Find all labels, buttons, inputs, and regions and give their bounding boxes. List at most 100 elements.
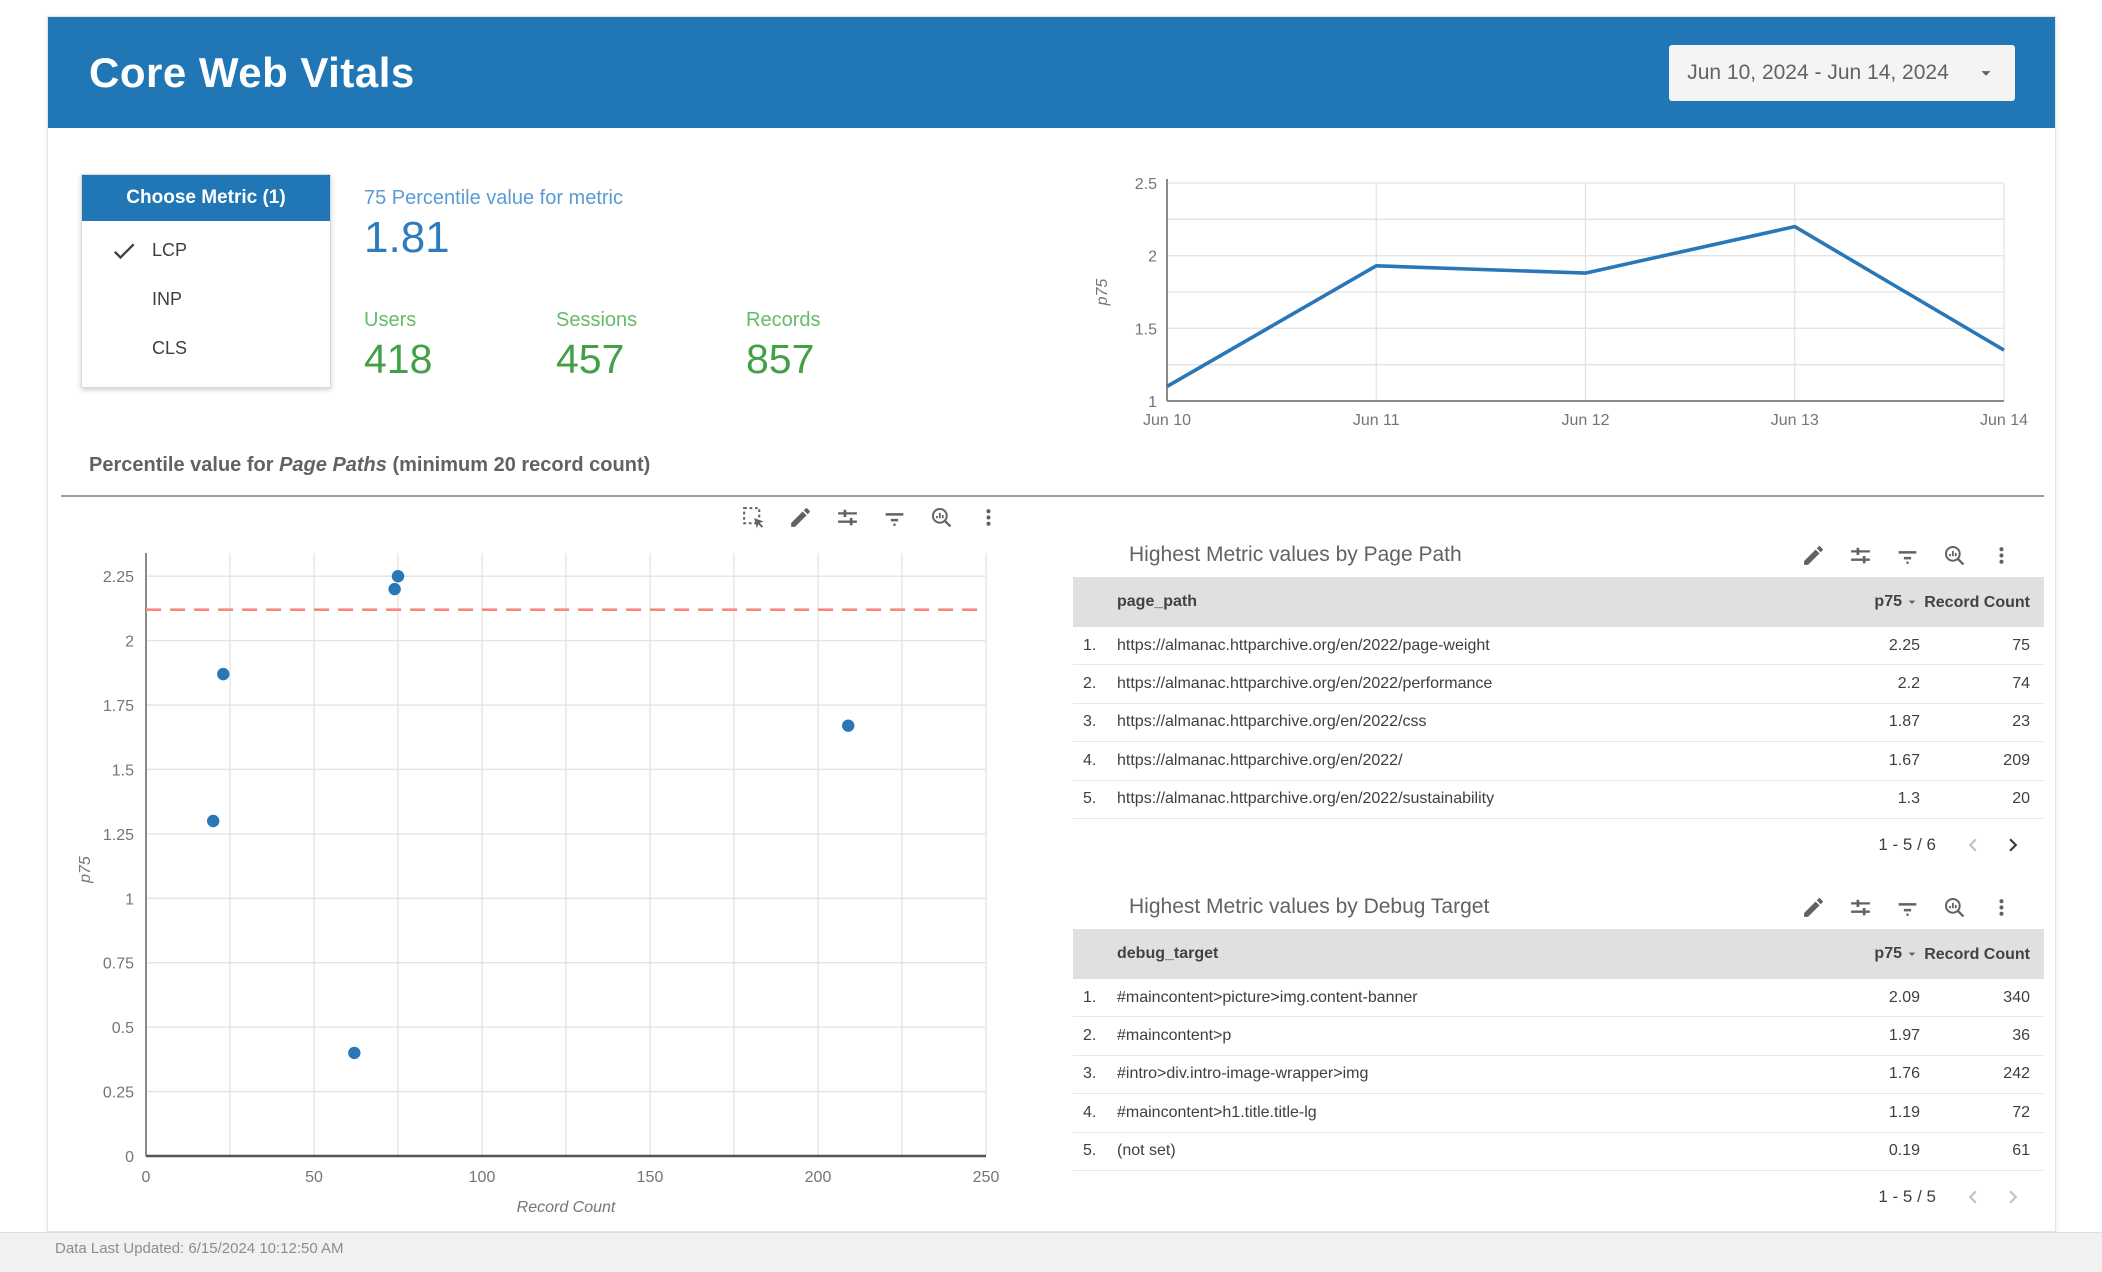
cell-p75: 2.09 <box>1888 988 1920 1006</box>
table-row[interactable]: 3. #intro>div.intro-image-wrapper>img 1.76… <box>1073 1056 2044 1095</box>
table-row[interactable]: 2. https://almanac.httparchive.org/en/202… <box>1073 665 2044 704</box>
svg-text:1.75: 1.75 <box>103 698 134 715</box>
cell-record-count: 72 <box>2012 1103 2030 1121</box>
more-vert-icon[interactable] <box>976 505 1001 530</box>
date-range-picker[interactable]: Jun 10, 2024 - Jun 14, 2024 <box>1669 45 2015 101</box>
column-p75[interactable]: p75 <box>1790 593 1920 611</box>
cell-p75: 1.87 <box>1888 713 1920 731</box>
table-pagination: 1 - 5 / 5 <box>1073 1177 2044 1217</box>
pagination-next-button[interactable] <box>2000 832 2026 858</box>
pagination-next-button[interactable] <box>2000 1184 2026 1210</box>
pagination-prev-button[interactable] <box>1960 832 1986 858</box>
records-value: 857 <box>746 336 815 382</box>
p75-by-date-line-chart[interactable]: 1 1.5 2 2.5 Jun 10 Jun 11 Jun 12 Jun 13 Jun 14 p7… <box>1091 161 2051 433</box>
cell-record-count: 36 <box>2012 1027 2030 1045</box>
metric-option-cls[interactable]: CLS <box>82 324 330 373</box>
metric-option-inp[interactable]: INP <box>82 275 330 324</box>
svg-text:2.25: 2.25 <box>103 569 134 586</box>
svg-text:2: 2 <box>1148 249 1157 266</box>
pagination-label: 1 - 5 / 5 <box>1878 1186 1936 1206</box>
sessions-label: Sessions <box>556 309 638 331</box>
metric-option-label: INP <box>152 289 183 309</box>
more-vert-icon[interactable] <box>1989 543 2014 568</box>
svg-text:2.5: 2.5 <box>1135 176 1157 193</box>
table-row[interactable]: 1. #maincontent>picture>img.content-banne… <box>1073 979 2044 1018</box>
column-record-count[interactable]: Record Count <box>1924 945 2030 963</box>
cell-p75: 1.76 <box>1888 1065 1920 1083</box>
filter-icon[interactable] <box>882 505 907 530</box>
tune-icon[interactable] <box>1848 543 1873 568</box>
cell-p75: 1.97 <box>1888 1027 1920 1045</box>
table-row[interactable]: 4. #maincontent>h1.title.title-lg 1.19 72 <box>1073 1094 2044 1133</box>
more-vert-icon[interactable] <box>1989 895 2014 920</box>
date-range-value: Jun 10, 2024 - Jun 14, 2024 <box>1687 61 1949 84</box>
cell-record-count: 74 <box>2012 675 2030 693</box>
svg-text:1.5: 1.5 <box>112 762 134 779</box>
scatter-chart-toolbar <box>741 505 1001 530</box>
svg-text:250: 250 <box>973 1169 1000 1186</box>
percentile-scorecard-value: 1.81 <box>364 213 450 262</box>
marquee-select-icon[interactable] <box>741 505 766 530</box>
row-index: 5. <box>1083 1142 1097 1160</box>
users-value: 418 <box>364 336 433 382</box>
page-path-table-panel: Highest Metric values by Page Path page_… <box>1073 533 2044 865</box>
explore-icon[interactable] <box>1942 895 1967 920</box>
edit-icon[interactable] <box>1801 895 1826 920</box>
svg-text:0: 0 <box>142 1169 151 1186</box>
cell-record-count: 209 <box>2003 751 2030 769</box>
metric-option-label: CLS <box>152 338 188 358</box>
cell-record-count: 23 <box>2012 713 2030 731</box>
cell-name: #maincontent>h1.title.title-lg <box>1117 1103 1317 1121</box>
report-title: Core Web Vitals <box>89 49 415 96</box>
chevron-left-icon <box>1968 838 1977 852</box>
table-row[interactable]: 5. https://almanac.httparchive.org/en/202… <box>1073 781 2044 819</box>
sessions-scorecard: Sessions 457 <box>556 309 637 383</box>
last-updated-text: Data Last Updated: 6/15/2024 10:12:50 AM <box>55 1240 344 1257</box>
svg-text:1: 1 <box>125 891 134 908</box>
column-record-count[interactable]: Record Count <box>1924 593 2030 611</box>
chevron-right-icon <box>2009 838 2018 852</box>
table-row[interactable]: 5. (not set) 0.19 61 <box>1073 1133 2044 1171</box>
explore-icon[interactable] <box>929 505 954 530</box>
records-scorecard: Records 857 <box>746 309 820 383</box>
cell-name: #maincontent>p <box>1117 1027 1232 1045</box>
tune-icon[interactable] <box>835 505 860 530</box>
filter-icon[interactable] <box>1895 543 1920 568</box>
table-body: 1. https://almanac.httparchive.org/en/202… <box>1073 627 2044 819</box>
p75-by-record-count-scatter-chart[interactable]: 0 0.25 0.5 0.75 1 1.25 1.5 1.75 2 2.25 0 50 100 150 20… <box>76 551 1016 1223</box>
table-row[interactable]: 4. https://almanac.httparchive.org/en/202… <box>1073 742 2044 781</box>
svg-text:0.25: 0.25 <box>103 1085 134 1102</box>
table-toolbar <box>1801 895 2014 920</box>
cell-record-count: 75 <box>2012 636 2030 654</box>
column-debug-target[interactable]: debug_target <box>1117 945 1219 962</box>
chevron-down-icon <box>1981 71 1991 76</box>
edit-icon[interactable] <box>788 505 813 530</box>
row-index: 4. <box>1083 751 1097 769</box>
tune-icon[interactable] <box>1848 895 1873 920</box>
check-icon-placeholder <box>110 286 138 314</box>
table-row[interactable]: 2. #maincontent>p 1.97 36 <box>1073 1017 2044 1056</box>
svg-text:2: 2 <box>125 634 134 651</box>
records-label: Records <box>746 309 821 331</box>
debug-target-table-panel: Highest Metric values by Debug Target de… <box>1073 885 2044 1217</box>
cell-record-count: 61 <box>2012 1142 2030 1160</box>
row-index: 3. <box>1083 713 1097 731</box>
check-icon <box>110 237 138 265</box>
column-p75[interactable]: p75 <box>1790 945 1920 963</box>
percentile-scorecard-label: 75 Percentile value for metric <box>364 187 624 209</box>
table-row[interactable]: 3. https://almanac.httparchive.org/en/202… <box>1073 704 2044 743</box>
explore-icon[interactable] <box>1942 543 1967 568</box>
filter-icon[interactable] <box>1895 895 1920 920</box>
table-row[interactable]: 1. https://almanac.httparchive.org/en/202… <box>1073 627 2044 666</box>
svg-text:1.5: 1.5 <box>1135 321 1157 338</box>
cell-name: (not set) <box>1117 1142 1176 1160</box>
row-index: 2. <box>1083 1027 1097 1045</box>
edit-icon[interactable] <box>1801 543 1826 568</box>
metric-option-lcp[interactable]: LCP <box>82 226 330 275</box>
column-page-path[interactable]: page_path <box>1117 593 1198 610</box>
svg-text:Jun 10: Jun 10 <box>1143 412 1191 429</box>
row-index: 1. <box>1083 988 1097 1006</box>
pagination-prev-button[interactable] <box>1960 1184 1986 1210</box>
svg-text:Jun 14: Jun 14 <box>1980 412 2028 429</box>
